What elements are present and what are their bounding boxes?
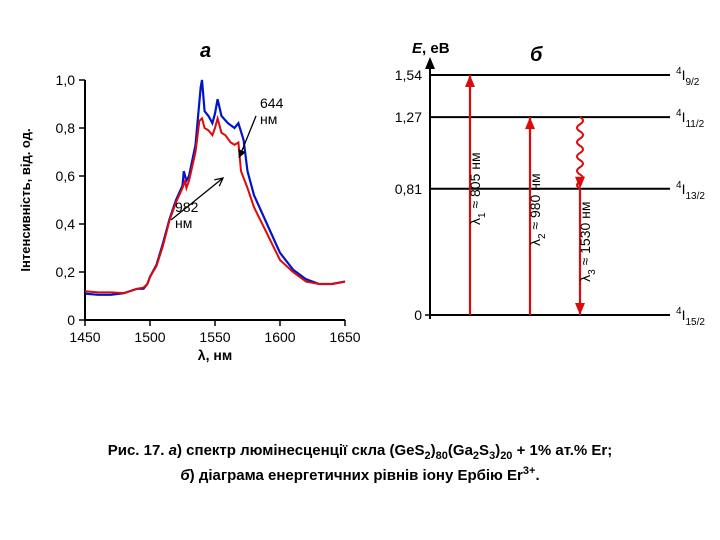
svg-text:1550: 1550 <box>199 329 230 345</box>
svg-text:1600: 1600 <box>264 329 295 345</box>
spectrum-644 нм <box>85 80 345 295</box>
svg-text:λ, нм: λ, нм <box>198 347 232 363</box>
svg-text:4I9/2: 4I9/2 <box>676 66 700 88</box>
svg-text:644: 644 <box>260 95 284 111</box>
figure-svg: 1450 1500 1550 1600 1650 λ, нм 1,0 0,8 0,6 0,4 0,2… <box>0 0 720 430</box>
svg-text:Інтенсивність, від. од.: Інтенсивність, від. од. <box>18 128 33 271</box>
svg-text:0,6: 0,6 <box>56 168 76 184</box>
svg-text:1650: 1650 <box>329 329 360 345</box>
svg-text:1450: 1450 <box>69 329 100 345</box>
svg-text:0: 0 <box>414 307 422 323</box>
svg-text:λ3 ≈ 1530 нм: λ3 ≈ 1530 нм <box>577 201 598 281</box>
svg-text:1,54: 1,54 <box>395 67 422 83</box>
figure-caption: Рис. 17. а) спектр люмінесценції скла (G… <box>10 440 710 486</box>
spectrum-982 нм <box>85 118 345 293</box>
svg-text:0,2: 0,2 <box>56 264 76 280</box>
svg-text:1500: 1500 <box>134 329 165 345</box>
svg-text:0,8: 0,8 <box>56 120 76 136</box>
svg-text:4I13/2: 4I13/2 <box>676 180 705 202</box>
svg-text:4I15/2: 4I15/2 <box>676 306 705 328</box>
svg-text:0,4: 0,4 <box>56 216 76 232</box>
svg-text:нм: нм <box>175 215 192 231</box>
svg-text:1,27: 1,27 <box>395 109 422 125</box>
svg-text:0: 0 <box>67 312 75 328</box>
svg-text:1,0: 1,0 <box>56 72 76 88</box>
svg-text:0,81: 0,81 <box>395 181 422 197</box>
svg-text:4I11/2: 4I11/2 <box>676 108 705 130</box>
svg-text:нм: нм <box>260 111 277 127</box>
svg-text:E, eВ: E, eВ <box>412 40 450 57</box>
